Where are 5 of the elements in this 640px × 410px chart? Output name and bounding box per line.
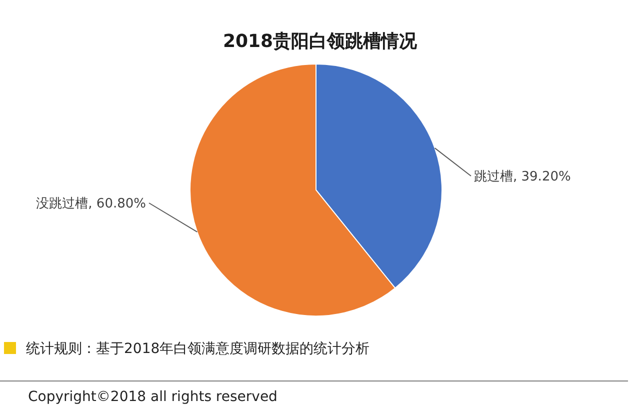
slice-label: 跳过槽, 39.20% xyxy=(474,170,571,185)
slice-label: 没跳过槽, 60.80% xyxy=(36,196,146,212)
chart-title: 2018贵阳白领跳槽情况 xyxy=(222,31,418,52)
text: 统计规则：基于2018年白领满意度调研数据的统计分析 xyxy=(26,340,370,357)
text: Copyright©2018 all rights reserved xyxy=(28,388,278,405)
